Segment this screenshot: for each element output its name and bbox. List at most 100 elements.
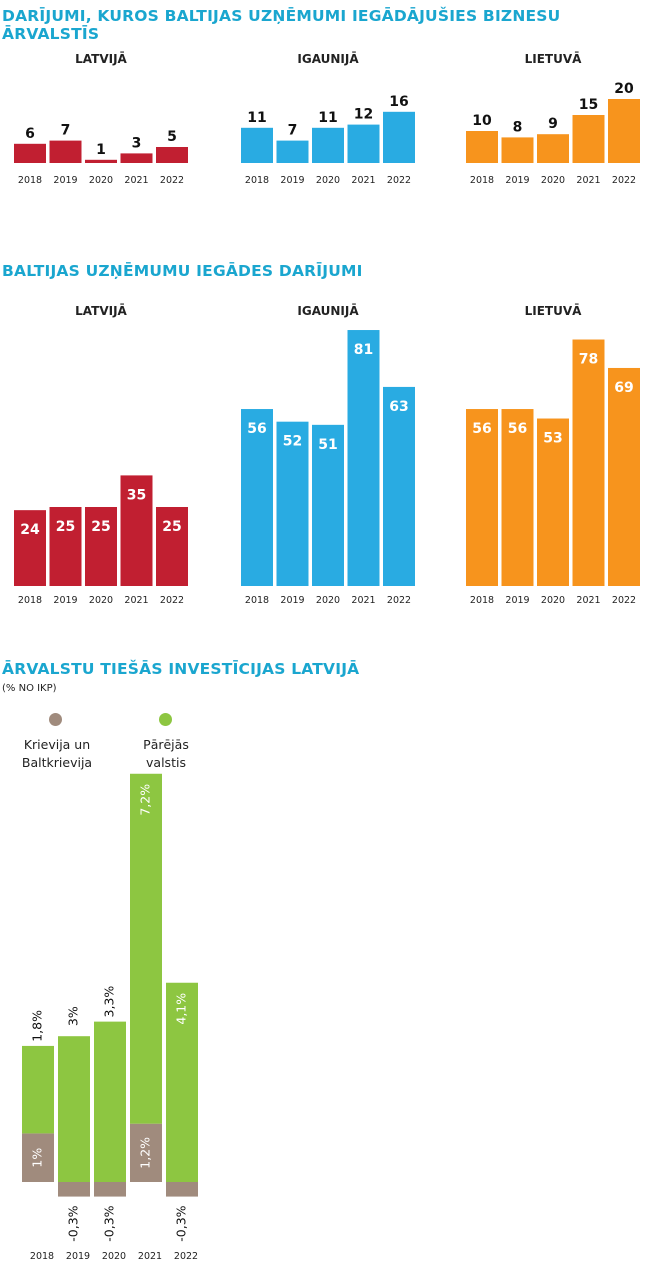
legend-dot-other-icon xyxy=(159,713,172,726)
bar xyxy=(537,418,569,586)
data-label: 63 xyxy=(389,399,408,415)
x-tick-label: 2020 xyxy=(89,175,113,186)
data-label-russia: -0,3% xyxy=(102,1205,117,1241)
bar xyxy=(49,507,82,586)
data-label: 9 xyxy=(548,116,558,132)
data-label: 7 xyxy=(61,123,71,139)
x-tick-label: 2019 xyxy=(505,595,529,606)
data-label: 11 xyxy=(318,110,337,126)
x-tick-label: 2022 xyxy=(387,595,411,606)
x-tick-label: 2018 xyxy=(245,595,269,606)
bar-other xyxy=(166,982,198,1182)
x-tick-label: 2018 xyxy=(470,595,494,606)
data-label-other: 3% xyxy=(66,1006,81,1026)
data-label: 1 xyxy=(96,142,106,158)
x-tick-label: 2018 xyxy=(470,175,494,186)
x-tick-label: 2022 xyxy=(387,175,411,186)
data-label: 69 xyxy=(614,380,633,396)
section3-title: ĀRVALSTU TIEŠĀS INVESTĪCIJAS LATVIJĀ xyxy=(2,660,360,678)
data-label: 10 xyxy=(472,113,492,129)
data-label-russia: 1% xyxy=(30,1148,45,1168)
data-label: 20 xyxy=(614,81,634,97)
x-tick-label: 2018 xyxy=(18,175,42,186)
bar xyxy=(572,339,605,586)
data-label: 52 xyxy=(283,434,302,450)
section3-subtitle: (% NO IKP) xyxy=(2,683,57,694)
x-tick-label: 2021 xyxy=(138,1251,162,1262)
panel-title: LIETUVĀ xyxy=(525,304,583,318)
x-tick-label: 2019 xyxy=(280,595,304,606)
data-label: 25 xyxy=(56,519,75,535)
bar xyxy=(14,143,46,163)
bar xyxy=(241,127,273,163)
bar-russia xyxy=(22,1133,54,1182)
data-label: 5 xyxy=(167,129,177,145)
bar xyxy=(537,134,569,163)
bar xyxy=(347,330,380,586)
x-tick-label: 2022 xyxy=(612,175,636,186)
data-label: 11 xyxy=(247,110,266,126)
x-tick-label: 2019 xyxy=(280,175,304,186)
data-label-other: 7,2% xyxy=(138,784,153,816)
x-tick-label: 2022 xyxy=(612,595,636,606)
data-label: 81 xyxy=(354,342,373,358)
bar xyxy=(383,386,415,586)
panel-title: IGAUNIJĀ xyxy=(297,304,359,318)
data-label: 25 xyxy=(91,519,110,535)
x-tick-label: 2019 xyxy=(505,175,529,186)
x-tick-label: 2021 xyxy=(576,595,600,606)
x-tick-label: 2021 xyxy=(351,175,375,186)
x-tick-label: 2020 xyxy=(102,1251,126,1262)
data-label: 35 xyxy=(127,487,146,503)
x-tick-label: 2020 xyxy=(89,595,113,606)
bar xyxy=(276,140,309,163)
data-label: 8 xyxy=(513,119,523,135)
bar xyxy=(608,367,640,586)
bar xyxy=(466,409,498,586)
x-tick-label: 2019 xyxy=(53,175,77,186)
x-tick-label: 2018 xyxy=(245,175,269,186)
panel-title: IGAUNIJĀ xyxy=(297,52,359,66)
data-label: 24 xyxy=(20,522,40,538)
data-label: 25 xyxy=(162,519,181,535)
bar xyxy=(49,140,82,163)
data-label: 56 xyxy=(247,421,266,437)
x-tick-label: 2019 xyxy=(53,595,77,606)
x-tick-label: 2021 xyxy=(351,595,375,606)
panel-title: LIETUVĀ xyxy=(525,52,583,66)
x-tick-label: 2019 xyxy=(66,1251,90,1262)
bar-russia xyxy=(58,1182,90,1197)
bar xyxy=(120,475,153,586)
bar xyxy=(312,127,344,163)
x-tick-label: 2020 xyxy=(316,175,340,186)
data-label-other: 4,1% xyxy=(174,993,189,1025)
bar xyxy=(276,421,309,586)
data-label: 15 xyxy=(579,97,598,113)
data-label: 53 xyxy=(543,431,562,447)
bar xyxy=(312,424,344,586)
legend-label-russia: Krievija un Baltkrievija xyxy=(21,737,93,770)
data-label-russia: -0,3% xyxy=(66,1205,81,1241)
panel-title: LATVIJĀ xyxy=(75,304,127,318)
panel-title: LATVIJĀ xyxy=(75,52,127,66)
section1-title: DARĪJUMI, KUROS BALTIJAS UZŅĒMUMI IEGĀDĀ… xyxy=(2,7,561,43)
bar xyxy=(383,111,415,163)
data-label: 78 xyxy=(579,352,598,368)
bar-russia xyxy=(166,1182,198,1197)
x-tick-label: 2021 xyxy=(124,595,148,606)
bar-russia xyxy=(94,1182,126,1197)
data-label: 12 xyxy=(354,107,373,123)
section2-title: BALTIJAS UZŅĒMUMU IEGĀDES DARĪJUMI xyxy=(2,262,363,280)
bar xyxy=(85,159,117,163)
x-tick-label: 2020 xyxy=(541,175,565,186)
bar-other xyxy=(58,1036,90,1182)
legend-dot-russia-icon xyxy=(49,713,62,726)
bar xyxy=(241,409,273,586)
data-label-other: 1,8% xyxy=(30,1010,45,1042)
data-label-russia: 1,2% xyxy=(138,1137,153,1169)
data-label: 56 xyxy=(508,421,527,437)
bar xyxy=(14,510,46,586)
bar xyxy=(347,124,380,163)
bar xyxy=(156,147,188,163)
